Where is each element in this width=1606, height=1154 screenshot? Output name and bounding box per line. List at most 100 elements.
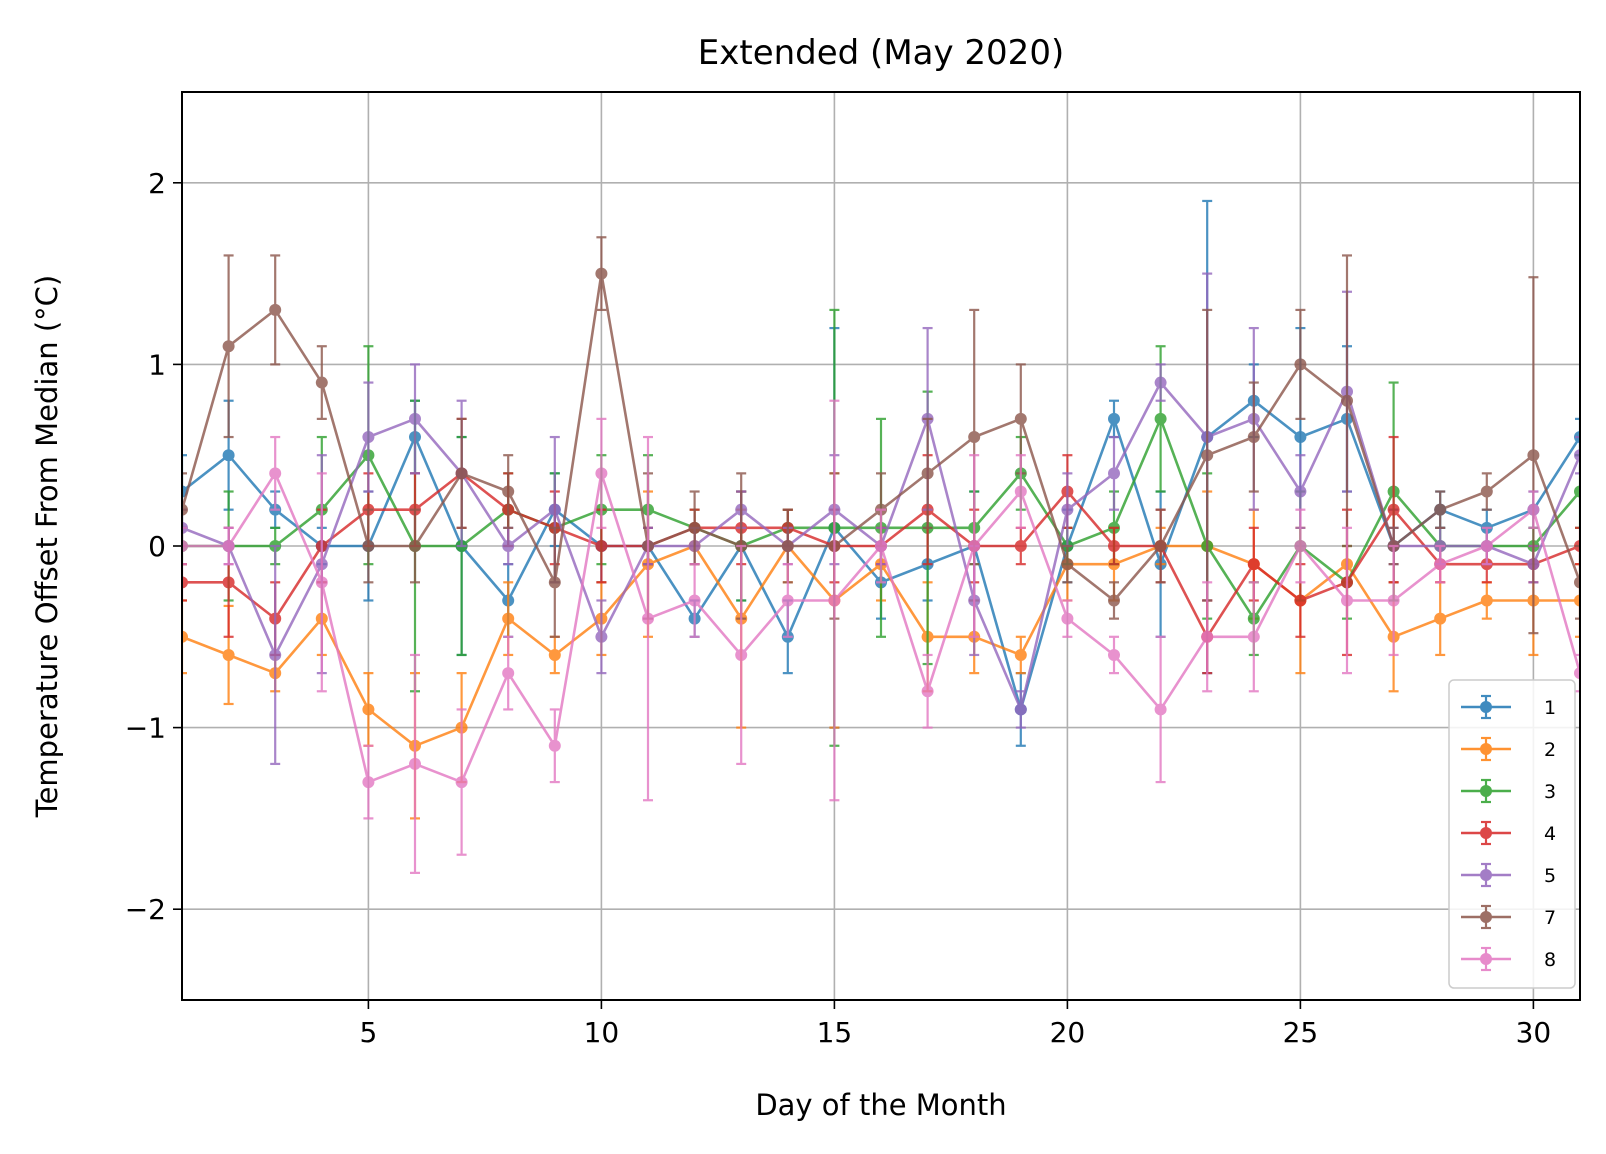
legend-box <box>1448 679 1576 989</box>
data-point <box>1201 630 1214 643</box>
data-point <box>1014 485 1027 498</box>
data-point <box>502 612 515 625</box>
legend-label: 1 <box>1544 697 1556 719</box>
data-point <box>182 503 188 516</box>
data-point <box>781 594 794 607</box>
data-point <box>1341 594 1353 607</box>
data-point <box>315 576 328 589</box>
data-point <box>781 540 794 552</box>
legend-label: 5 <box>1544 865 1556 887</box>
data-point <box>1014 648 1027 661</box>
y-tick-label: 0 <box>148 530 166 563</box>
data-point <box>362 703 375 716</box>
x-tick-label: 15 <box>817 1016 853 1049</box>
data-point <box>1154 703 1167 716</box>
legend-marker <box>1480 785 1492 797</box>
data-point <box>968 540 981 552</box>
data-point <box>828 594 841 607</box>
data-point <box>1108 648 1120 661</box>
data-point <box>269 648 282 661</box>
data-point <box>1108 594 1120 607</box>
y-tick-label: 1 <box>148 348 166 381</box>
data-point <box>595 267 608 280</box>
data-point <box>1480 540 1493 552</box>
data-point <box>269 467 282 480</box>
data-point <box>269 303 282 316</box>
data-point <box>1061 503 1074 516</box>
data-point <box>1247 431 1260 444</box>
data-point <box>921 467 934 480</box>
data-point <box>222 449 235 462</box>
legend: 1 2 3 4 5 7 8 <box>1448 679 1576 989</box>
data-point <box>222 540 235 552</box>
data-point <box>182 576 188 589</box>
data-point <box>1014 540 1027 552</box>
data-point <box>409 412 421 425</box>
data-point <box>502 667 515 680</box>
data-point <box>1247 630 1260 643</box>
data-point <box>1527 503 1540 516</box>
data-point <box>1108 412 1120 425</box>
data-point <box>409 540 421 552</box>
data-point <box>1014 703 1027 716</box>
data-point <box>1294 358 1307 371</box>
data-point <box>315 376 328 389</box>
x-tick-label: 20 <box>1050 1016 1086 1049</box>
chart-title: Extended (May 2020) <box>698 33 1064 73</box>
data-point <box>1014 412 1027 425</box>
legend-marker <box>1480 701 1492 713</box>
series-8 <box>182 399 1580 874</box>
data-point <box>1574 667 1580 680</box>
data-point <box>1154 376 1167 389</box>
data-point <box>642 612 654 625</box>
data-point <box>182 540 188 552</box>
data-point <box>1434 558 1447 571</box>
legend-entry-8 <box>1461 946 1511 972</box>
data-point <box>1294 540 1307 552</box>
data-point <box>1061 558 1074 571</box>
data-point <box>548 576 561 589</box>
legend-entry-1 <box>1461 694 1511 720</box>
data-point <box>1574 594 1580 607</box>
data-point <box>595 467 608 480</box>
data-point <box>1108 540 1120 552</box>
data-point <box>688 594 701 607</box>
data-point <box>222 576 235 589</box>
data-point <box>1294 431 1307 444</box>
legend-entry-5 <box>1461 862 1511 888</box>
x-tick-label: 10 <box>584 1016 620 1049</box>
x-tick-label: 5 <box>359 1016 377 1049</box>
data-point <box>875 540 887 552</box>
data-point <box>182 630 188 643</box>
data-point <box>1387 503 1400 516</box>
data-point <box>1341 394 1353 407</box>
data-point <box>1434 503 1447 516</box>
legend-entry-4 <box>1461 820 1511 846</box>
data-point <box>1154 540 1167 552</box>
plot-frame <box>181 91 1581 1001</box>
legend-label: 8 <box>1544 949 1556 971</box>
x-tick-label: 25 <box>1283 1016 1319 1049</box>
axis-ticks: 5 10 15 20 25 30 −2 −1 0 1 2 <box>125 167 1552 1049</box>
data-point <box>222 648 235 661</box>
legend-marker <box>1480 743 1492 755</box>
data-point <box>1387 594 1400 607</box>
data-point <box>548 648 561 661</box>
y-tick-label: 2 <box>148 167 166 200</box>
data-point <box>502 485 515 498</box>
data-point <box>1480 485 1493 498</box>
legend-label: 2 <box>1544 739 1556 761</box>
data-point <box>1294 594 1307 607</box>
legend-entry-7 <box>1461 904 1511 930</box>
legend-marker <box>1480 869 1492 881</box>
data-point <box>1527 449 1540 462</box>
y-tick-label: −1 <box>125 712 166 745</box>
data-point <box>1247 558 1260 571</box>
data-point <box>1201 449 1214 462</box>
legend-marker <box>1480 953 1492 965</box>
data-point <box>548 503 561 516</box>
data-point <box>595 630 608 643</box>
data-point <box>735 648 748 661</box>
data-point <box>455 467 468 480</box>
data-point <box>502 540 515 552</box>
